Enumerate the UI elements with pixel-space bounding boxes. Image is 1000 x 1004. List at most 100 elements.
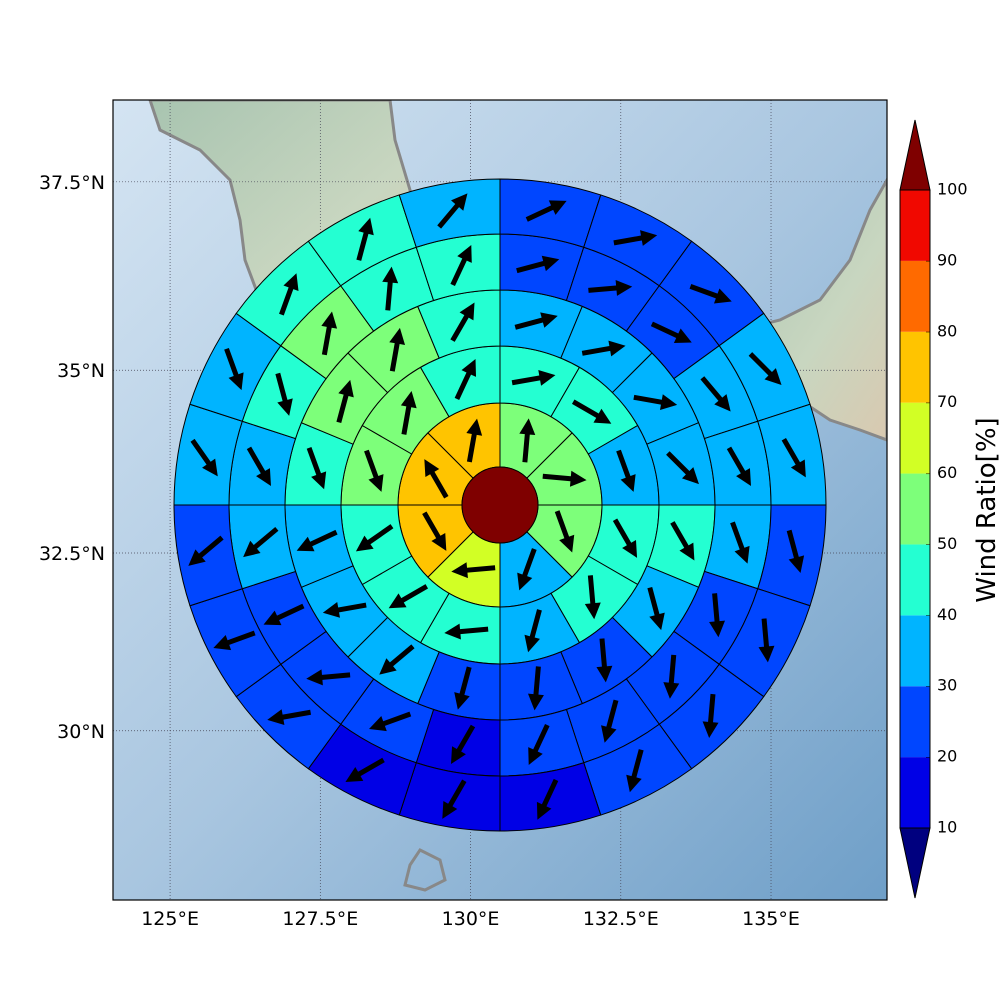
wind-arrow [336, 379, 354, 424]
wind-arrow [748, 352, 782, 386]
wind-arrow [424, 459, 449, 499]
colorbar-label: Wind Ratio[%] [972, 417, 1000, 602]
colorbar-tick-label: 70 [937, 392, 957, 411]
colorbar-tick-label: 50 [937, 534, 957, 553]
wind-arrow [581, 340, 626, 357]
colorbar-segment [900, 331, 930, 403]
wind-arrow [663, 654, 680, 699]
sectors [173, 178, 827, 832]
wind-arrow [246, 446, 271, 487]
wind-arrow [450, 724, 476, 765]
wind-arrow [450, 302, 475, 342]
wind-arrow [702, 693, 719, 738]
colorbar-tick-label: 40 [937, 605, 957, 624]
wind-arrow [322, 602, 367, 618]
wind-arrow [730, 521, 750, 564]
colorbar-tick-label: 90 [937, 250, 957, 269]
wind-arrow [588, 279, 633, 296]
wind-arrow [650, 321, 692, 343]
x-tick-label: 135°E [742, 908, 800, 930]
colorbar-segment [900, 544, 930, 616]
wind-arrow [689, 284, 732, 304]
wind-arrow [444, 623, 489, 640]
colorbar-tick-label: 10 [937, 818, 957, 837]
colorbar-tick-label: 20 [937, 747, 957, 766]
wind-arrow [224, 347, 244, 391]
wind-arrow [517, 548, 537, 591]
wind-arrow [188, 535, 224, 566]
colorbar-tick-label: 80 [937, 321, 957, 340]
wind-arrow [442, 779, 467, 819]
colorbar-segment [900, 190, 930, 261]
colorbar-extend-high [899, 119, 931, 191]
x-tick-label: 127.5°E [282, 908, 358, 930]
wind-arrow [388, 584, 429, 609]
colorbar-tick-label: 100 [937, 180, 968, 199]
wind-arrow [786, 529, 805, 573]
x-tick-label: 130°E [442, 908, 500, 930]
wind-arrow [519, 418, 536, 463]
wind-arrow [516, 255, 560, 274]
wind-arrow [601, 699, 619, 743]
wind-arrow [369, 711, 412, 732]
colorbar-segment [900, 615, 930, 687]
wind-arrow [781, 438, 806, 478]
colorbar-segment [900, 757, 930, 828]
wind-arrow [626, 749, 644, 793]
wind-arrow [364, 449, 384, 492]
colorbar-segment [900, 260, 930, 332]
y-tick-label: 32.5°N [39, 543, 105, 565]
wind-arrow [700, 376, 731, 412]
wind-arrow [571, 399, 612, 424]
wind-arrow [263, 603, 305, 626]
wind-arrow [379, 644, 415, 675]
map-frame [112, 99, 888, 901]
wind-arrow [616, 449, 636, 492]
colorbar-segment [900, 402, 930, 474]
wind-arrow [306, 446, 327, 490]
arrows [188, 193, 806, 820]
wind-arrow [726, 446, 752, 487]
wind-arrow [454, 666, 472, 710]
wind-arrow [527, 666, 544, 711]
wind-arrow [596, 638, 613, 683]
wind-arrow [613, 230, 658, 246]
colorbar-extend-low [899, 827, 931, 899]
wind-arrow [382, 266, 399, 311]
axes: 125°E 127.5°E 130°E 132.5°E 135°E 30°N 32.5°N 3… [39, 172, 800, 930]
island [403, 848, 447, 892]
y-tick-label: 35°N [57, 360, 105, 382]
wind-arrow [524, 609, 542, 653]
colorbar: 10 20 30 40 50 60 70 80 90 100 [899, 119, 968, 899]
wind-arrow [454, 359, 477, 400]
wind-arrow [528, 724, 550, 765]
wind-arrow [451, 562, 496, 579]
wind-arrow [389, 327, 406, 372]
wind-arrow [514, 312, 558, 330]
wind-arrow [466, 418, 483, 463]
wind-arrow [400, 391, 417, 435]
wind-arrow [296, 529, 338, 552]
colorbar-tick-label: 30 [937, 676, 957, 695]
wind-arrow [666, 451, 699, 485]
wind-arrow [321, 311, 338, 356]
wind-arrow [267, 709, 312, 725]
wind-arrow [584, 575, 601, 620]
wind-arrow [511, 370, 556, 386]
wind-arrow [536, 778, 559, 820]
wind-arrow [554, 510, 575, 553]
y-tick-label: 30°N [57, 721, 105, 743]
wind-arrow [275, 372, 293, 416]
wind-arrow [450, 245, 472, 286]
wind-arrow [190, 438, 218, 477]
x-tick-label: 125°E [141, 908, 199, 930]
center-circle [461, 466, 539, 544]
y-tick-label: 37.5°N [39, 172, 105, 194]
wind-arrow [437, 193, 468, 229]
colorbar-segment [900, 686, 930, 758]
wind-arrow [709, 593, 726, 638]
wind-arrow [345, 757, 385, 782]
colorbar-frame [899, 189, 931, 829]
x-tick-label: 132.5°E [583, 908, 659, 930]
